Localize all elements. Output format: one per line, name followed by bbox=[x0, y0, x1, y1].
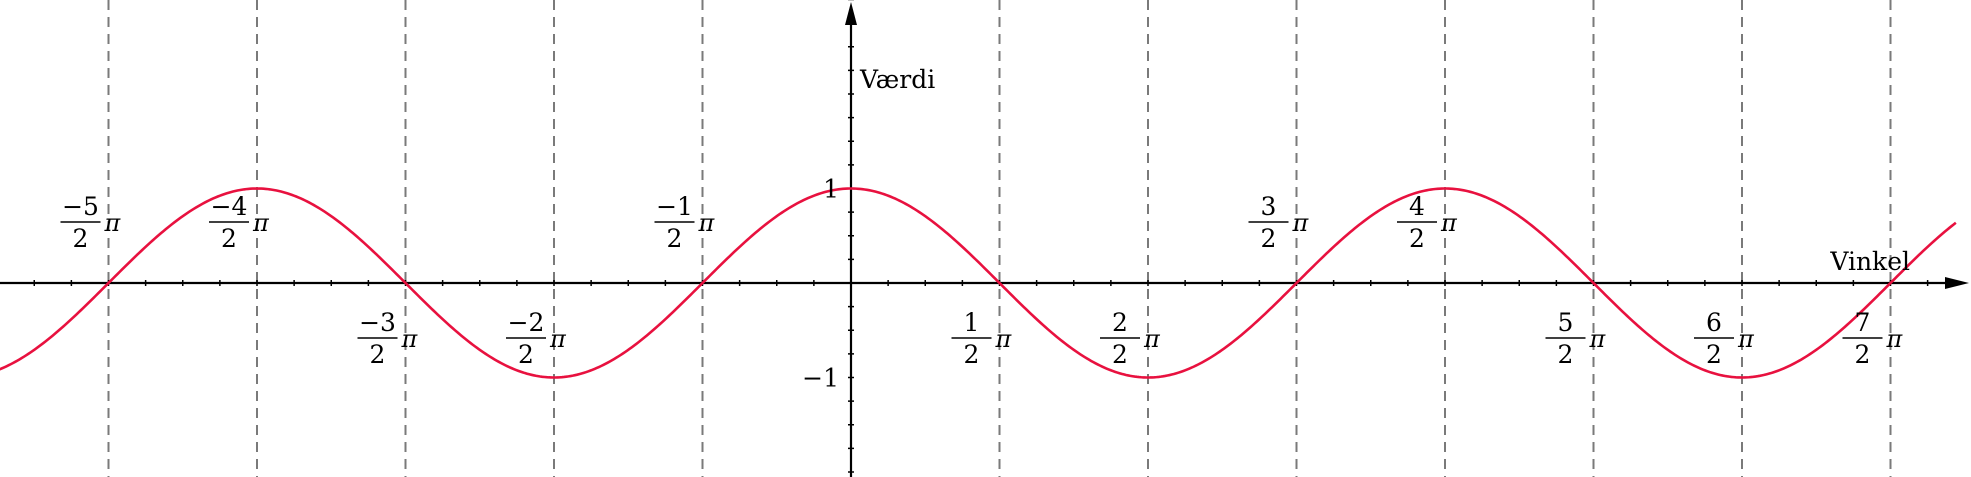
labels: Vinkel Værdi 1−1−52π−42π−32π−22π−12π12π2… bbox=[60, 65, 1910, 393]
fraction-denominator: 2 bbox=[1261, 224, 1277, 253]
fraction-numerator: 3 bbox=[1261, 192, 1277, 221]
fraction-label: 3 2π bbox=[1248, 192, 1310, 253]
y-tick-label: 1 bbox=[823, 175, 839, 204]
fraction-denominator: 2 bbox=[1409, 224, 1425, 253]
fraction-label: −3 2π bbox=[357, 308, 419, 369]
pi-symbol: π bbox=[1886, 325, 1904, 353]
fraction-numerator: −5 bbox=[62, 192, 99, 221]
fraction-denominator: 2 bbox=[221, 224, 237, 253]
pi-symbol: π bbox=[1737, 325, 1755, 353]
fraction-denominator: 2 bbox=[370, 340, 386, 369]
fraction-denominator: 2 bbox=[1112, 340, 1128, 369]
grid-lines bbox=[107, 0, 1892, 477]
fraction-label: −2 2π bbox=[506, 308, 567, 369]
pi-symbol: π bbox=[401, 325, 419, 353]
pi-symbol: π bbox=[252, 209, 270, 237]
pi-symbol: π bbox=[1143, 325, 1161, 353]
fraction-label: −4 2π bbox=[209, 192, 270, 253]
fraction-label: 5 2π bbox=[1545, 308, 1607, 369]
pi-symbol: π bbox=[995, 325, 1013, 353]
curve-layer bbox=[0, 187, 1957, 379]
fraction-denominator: 2 bbox=[667, 224, 683, 253]
fraction-denominator: 2 bbox=[1706, 340, 1722, 369]
fraction-denominator: 2 bbox=[518, 340, 534, 369]
axis-ticks bbox=[33, 0, 1929, 473]
cosine-curve bbox=[0, 187, 1957, 379]
fraction-numerator: 4 bbox=[1409, 192, 1425, 221]
y-axis-label: Værdi bbox=[859, 65, 935, 94]
fraction-numerator: 5 bbox=[1558, 308, 1574, 337]
fraction-denominator: 2 bbox=[1558, 340, 1574, 369]
fraction-numerator: −2 bbox=[508, 308, 545, 337]
fraction-numerator: 1 bbox=[964, 308, 980, 337]
pi-symbol: π bbox=[104, 209, 122, 237]
fraction-label: −5 2π bbox=[60, 192, 122, 253]
fraction-numerator: 7 bbox=[1855, 308, 1871, 337]
x-axis-label: Vinkel bbox=[1829, 247, 1910, 276]
x-axis-arrow bbox=[1945, 277, 1969, 289]
y-tick-label: −1 bbox=[802, 364, 839, 393]
pi-symbol: π bbox=[1589, 325, 1607, 353]
fraction-numerator: −1 bbox=[656, 192, 693, 221]
fraction-label: 6 2π bbox=[1694, 308, 1755, 369]
fraction-label: 1 2π bbox=[951, 308, 1013, 369]
fraction-label: −1 2π bbox=[654, 192, 716, 253]
fraction-label: 7 2π bbox=[1842, 308, 1904, 369]
fraction-numerator: 6 bbox=[1706, 308, 1722, 337]
fraction-numerator: −4 bbox=[211, 192, 248, 221]
fraction-label: 4 2π bbox=[1397, 192, 1458, 253]
fraction-numerator: −3 bbox=[359, 308, 396, 337]
fraction-label: 2 2π bbox=[1100, 308, 1161, 369]
fraction-numerator: 2 bbox=[1112, 308, 1128, 337]
pi-symbol: π bbox=[549, 325, 567, 353]
pi-symbol: π bbox=[1440, 209, 1458, 237]
pi-symbol: π bbox=[1292, 209, 1310, 237]
pi-symbol: π bbox=[698, 209, 716, 237]
y-axis-arrow bbox=[845, 2, 857, 25]
fraction-denominator: 2 bbox=[964, 340, 980, 369]
fraction-denominator: 2 bbox=[73, 224, 89, 253]
fraction-denominator: 2 bbox=[1855, 340, 1871, 369]
